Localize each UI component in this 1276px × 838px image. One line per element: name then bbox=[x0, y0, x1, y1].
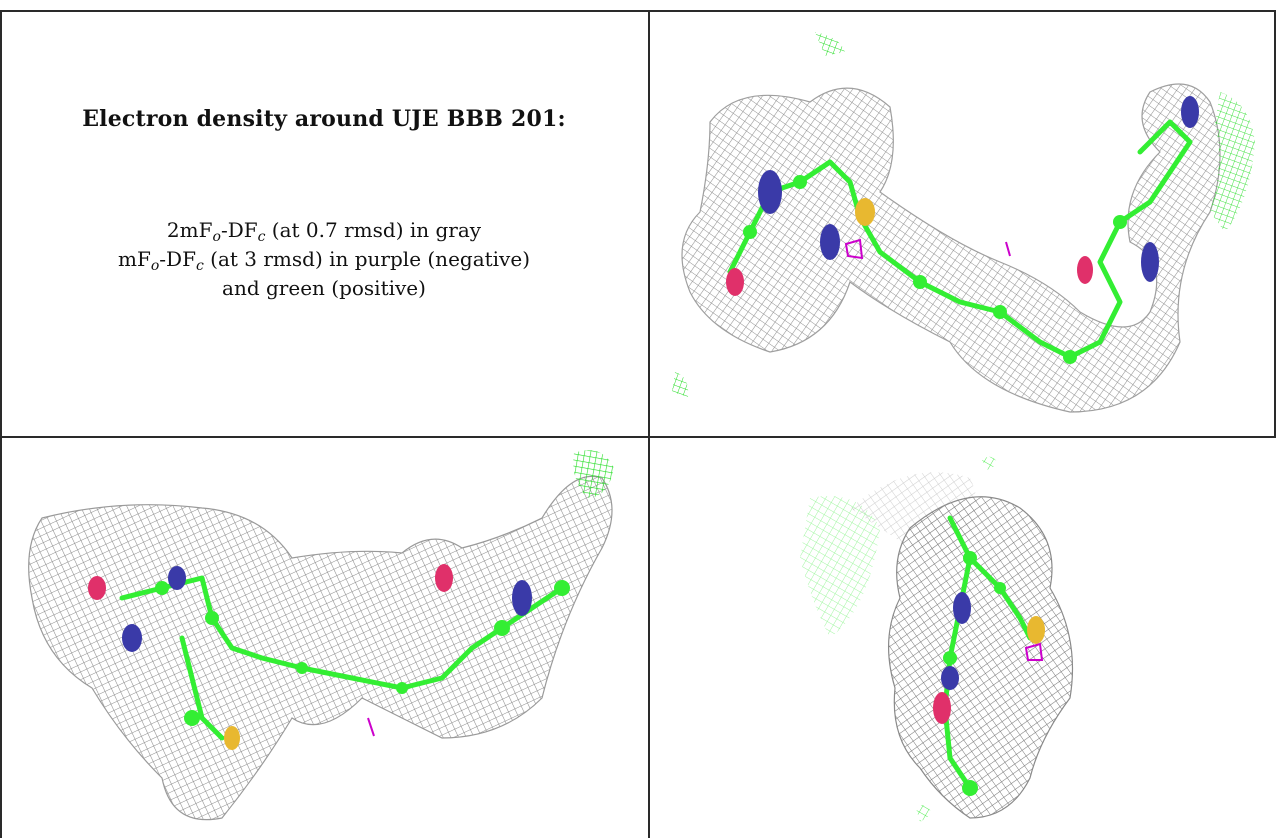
electron-density-mesh-icon bbox=[28, 450, 614, 821]
table-border-top bbox=[0, 10, 1276, 12]
table-border-middle bbox=[0, 436, 1276, 438]
density-view-bottom-left bbox=[2, 438, 648, 838]
figure-title: Electron density around UJE BBB 201: bbox=[82, 106, 566, 132]
map-legend: 2mFo-DFc (at 0.7 rmsd) in gray mFo-DFc (… bbox=[0, 216, 648, 303]
table-border-left bbox=[0, 10, 2, 838]
legend-line-positive: and green (positive) bbox=[222, 276, 426, 300]
table-border-right bbox=[1274, 10, 1276, 436]
legend-line-2mfo-dfc: 2mFo-DFc (at 0.7 rmsd) in gray bbox=[166, 218, 482, 245]
caption-cell: Electron density around UJE BBB 201: 2mF… bbox=[0, 10, 648, 436]
electron-density-mesh-icon bbox=[672, 32, 1255, 413]
density-view-top-right bbox=[650, 12, 1274, 436]
table-border-center bbox=[648, 10, 650, 838]
density-view-bottom-right bbox=[650, 438, 1274, 838]
legend-line-mfo-dfc: mFo-DFc (at 3 rmsd) in purple (negative) bbox=[118, 247, 530, 274]
electron-density-mesh-icon bbox=[800, 456, 1074, 822]
